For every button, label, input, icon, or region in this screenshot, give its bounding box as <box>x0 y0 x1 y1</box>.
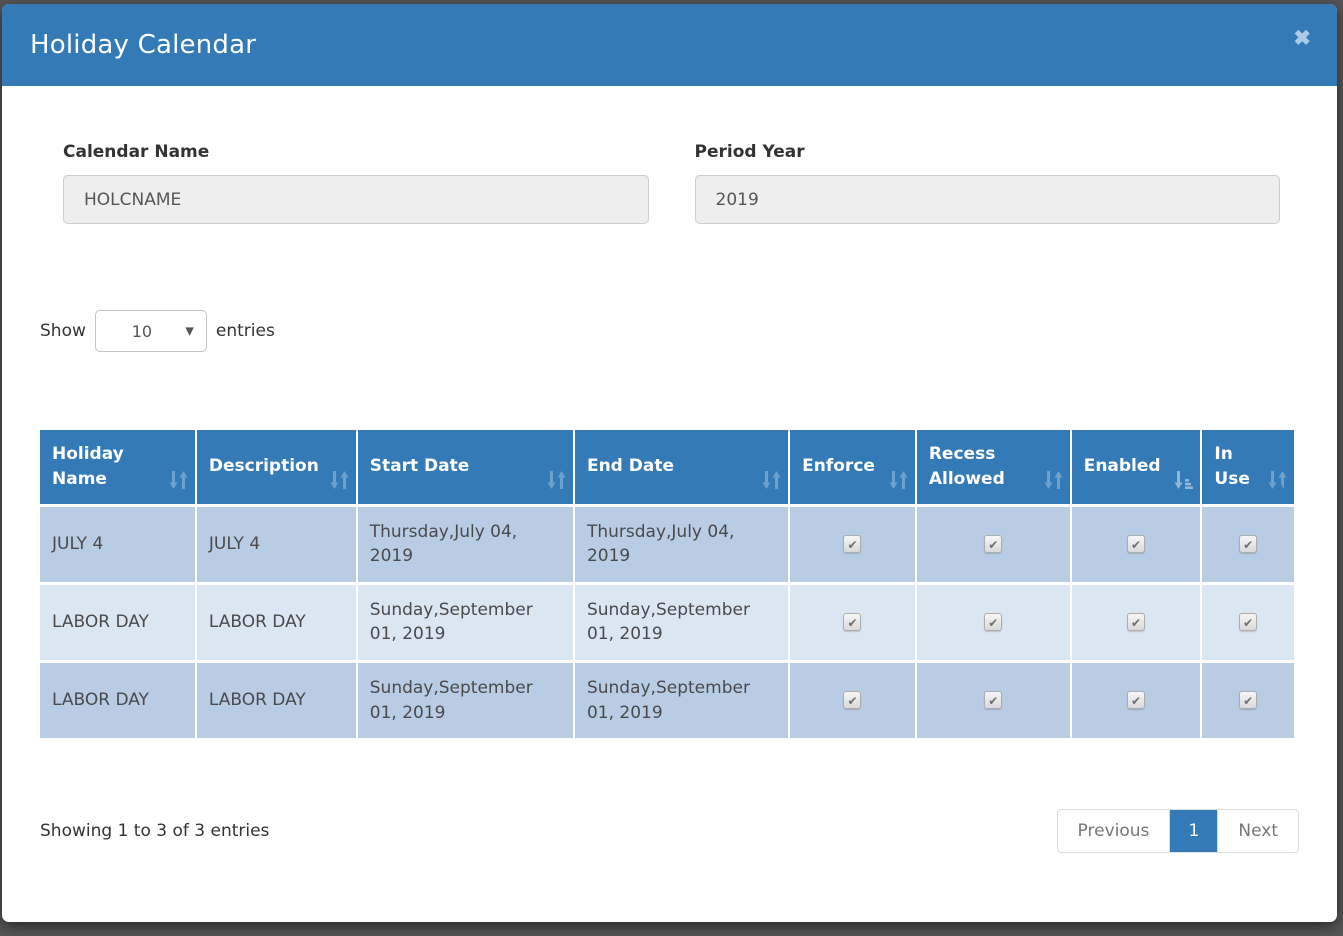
start-date-cell: Sunday,September 01, 2019 <box>356 661 575 742</box>
enabled-checkbox[interactable]: ✔ <box>1127 691 1146 710</box>
check-icon: ✔ <box>1243 616 1254 631</box>
period-year-input[interactable] <box>694 175 1280 224</box>
table-row: LABOR DAY LABOR DAY Sunday,September 01,… <box>40 583 1296 664</box>
column-header-enabled[interactable]: Enabled <box>1070 430 1203 507</box>
calendar-name-label: Calendar Name <box>63 142 210 162</box>
enabled-checkbox[interactable]: ✔ <box>1127 613 1146 632</box>
enforce-cell: ✔ <box>789 505 917 585</box>
column-header-in-use[interactable]: In Use <box>1201 430 1296 507</box>
check-icon: ✔ <box>988 616 999 631</box>
table-footer: Showing 1 to 3 of 3 entries Previous 1 N… <box>40 809 1299 854</box>
sort-active-asc-icon <box>1174 470 1194 489</box>
in-use-checkbox[interactable]: ✔ <box>1239 613 1258 632</box>
table-info: Showing 1 to 3 of 3 entries <box>40 821 270 842</box>
enforce-checkbox[interactable]: ✔ <box>843 613 862 632</box>
holiday-table: Holiday Name Description Start Date End … <box>40 430 1296 742</box>
entries-label: entries <box>215 321 275 341</box>
check-icon: ✔ <box>1131 616 1142 631</box>
check-icon: ✔ <box>1243 694 1254 709</box>
column-header-start-date[interactable]: Start Date <box>356 430 575 507</box>
sort-both-icon <box>1268 470 1287 489</box>
pagination-next[interactable]: Next <box>1217 810 1298 853</box>
enforce-cell: ✔ <box>789 583 917 664</box>
table-row: JULY 4 JULY 4 Thursday,July 04, 2019 Thu… <box>40 505 1296 585</box>
recess-allowed-cell: ✔ <box>915 505 1072 585</box>
entries-select-value: 10 <box>131 321 153 341</box>
in-use-cell: ✔ <box>1201 583 1296 664</box>
recess-allowed-checkbox[interactable]: ✔ <box>984 691 1003 710</box>
in-use-cell: ✔ <box>1201 661 1296 742</box>
sort-both-icon <box>1044 470 1063 489</box>
close-icon[interactable]: ✖ <box>1293 27 1311 50</box>
in-use-cell: ✔ <box>1201 505 1296 585</box>
recess-allowed-checkbox[interactable]: ✔ <box>984 534 1003 553</box>
column-header-end-date[interactable]: End Date <box>573 430 791 507</box>
end-date-cell: Sunday,September 01, 2019 <box>573 583 791 664</box>
sort-both-icon <box>762 470 781 489</box>
form-row: Calendar Name Period Year <box>40 142 1299 224</box>
pagination-page-1[interactable]: 1 <box>1169 810 1218 853</box>
holiday-name-cell: LABOR DAY <box>40 661 197 742</box>
sort-both-icon <box>330 470 349 489</box>
description-cell: LABOR DAY <box>195 583 358 664</box>
calendar-name-input[interactable] <box>63 175 649 224</box>
check-icon: ✔ <box>988 537 999 552</box>
modal-header: Holiday Calendar ✖ <box>2 4 1337 86</box>
start-date-cell: Sunday,September 01, 2019 <box>356 583 575 664</box>
recess-allowed-cell: ✔ <box>915 661 1072 742</box>
check-icon: ✔ <box>988 694 999 709</box>
chevron-down-icon: ▼ <box>185 324 194 338</box>
check-icon: ✔ <box>847 537 858 552</box>
in-use-checkbox[interactable]: ✔ <box>1239 691 1258 710</box>
column-header-holiday-name[interactable]: Holiday Name <box>40 430 197 507</box>
column-header-enforce[interactable]: Enforce <box>789 430 917 507</box>
enforce-cell: ✔ <box>789 661 917 742</box>
enforce-checkbox[interactable]: ✔ <box>843 691 862 710</box>
column-header-description[interactable]: Description <box>195 430 358 507</box>
table-row: LABOR DAY LABOR DAY Sunday,September 01,… <box>40 661 1296 742</box>
enabled-cell: ✔ <box>1070 505 1203 585</box>
column-header-recess-allowed[interactable]: Recess Allowed <box>915 430 1072 507</box>
in-use-checkbox[interactable]: ✔ <box>1239 534 1258 553</box>
holiday-name-cell: JULY 4 <box>40 505 197 585</box>
sort-both-icon <box>889 470 908 489</box>
holiday-name-cell: LABOR DAY <box>40 583 197 664</box>
check-icon: ✔ <box>1131 537 1142 552</box>
modal-body: Calendar Name Period Year Show 10 ▼ entr… <box>2 142 1337 854</box>
calendar-name-field: Calendar Name <box>63 142 649 224</box>
enforce-checkbox[interactable]: ✔ <box>843 534 862 553</box>
check-icon: ✔ <box>1243 537 1254 552</box>
table-header-row: Holiday Name Description Start Date End … <box>40 430 1296 507</box>
period-year-field: Period Year <box>694 142 1280 224</box>
pagination: Previous 1 Next <box>1056 809 1299 854</box>
period-year-label: Period Year <box>694 142 805 162</box>
holiday-calendar-modal: Holiday Calendar ✖ Calendar Name Period … <box>2 4 1337 922</box>
check-icon: ✔ <box>847 694 858 709</box>
entries-select[interactable]: 10 ▼ <box>94 310 207 352</box>
check-icon: ✔ <box>1131 694 1142 709</box>
recess-allowed-checkbox[interactable]: ✔ <box>984 613 1003 632</box>
end-date-cell: Thursday,July 04, 2019 <box>573 505 791 585</box>
recess-allowed-cell: ✔ <box>915 583 1072 664</box>
enabled-checkbox[interactable]: ✔ <box>1127 534 1146 553</box>
description-cell: JULY 4 <box>195 505 358 585</box>
sort-both-icon <box>547 470 566 489</box>
check-icon: ✔ <box>847 616 858 631</box>
start-date-cell: Thursday,July 04, 2019 <box>356 505 575 585</box>
description-cell: LABOR DAY <box>195 661 358 742</box>
end-date-cell: Sunday,September 01, 2019 <box>573 661 791 742</box>
show-label: Show <box>40 321 86 341</box>
modal-title: Holiday Calendar <box>30 30 257 60</box>
entries-length-control: Show 10 ▼ entries <box>40 310 1299 352</box>
enabled-cell: ✔ <box>1070 583 1203 664</box>
sort-both-icon <box>169 470 188 489</box>
pagination-previous[interactable]: Previous <box>1077 821 1150 842</box>
enabled-cell: ✔ <box>1070 661 1203 742</box>
